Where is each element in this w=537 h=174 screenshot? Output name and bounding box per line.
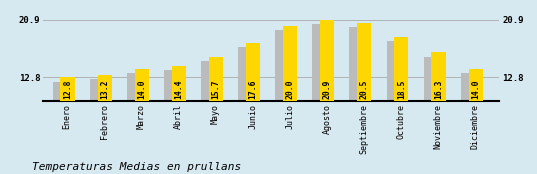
Bar xyxy=(357,23,372,169)
Text: 20.5: 20.5 xyxy=(360,80,369,100)
Bar xyxy=(238,48,252,169)
Bar xyxy=(53,82,67,169)
Bar xyxy=(209,57,223,169)
Text: 14.4: 14.4 xyxy=(175,80,183,100)
Text: 14.0: 14.0 xyxy=(137,80,146,100)
Bar xyxy=(275,30,289,169)
Bar xyxy=(60,77,75,169)
Bar xyxy=(432,53,446,169)
Bar xyxy=(98,75,112,169)
Text: 20.9: 20.9 xyxy=(323,80,332,100)
Text: 17.6: 17.6 xyxy=(249,80,258,100)
Bar xyxy=(164,70,178,169)
Text: 14.0: 14.0 xyxy=(471,80,480,100)
Bar xyxy=(320,20,334,169)
Text: 16.3: 16.3 xyxy=(434,80,443,100)
Bar xyxy=(172,66,186,169)
Bar xyxy=(394,37,409,169)
Text: 20.0: 20.0 xyxy=(286,80,295,100)
Bar xyxy=(461,73,475,169)
Text: 15.7: 15.7 xyxy=(212,80,220,100)
Bar xyxy=(127,73,141,169)
Bar xyxy=(350,27,364,169)
Bar xyxy=(424,57,438,169)
Bar xyxy=(313,24,326,169)
Bar xyxy=(201,61,215,169)
Bar xyxy=(387,41,401,169)
Text: 18.5: 18.5 xyxy=(397,80,406,100)
Text: Temperaturas Medias en prullans: Temperaturas Medias en prullans xyxy=(32,162,242,172)
Text: 12.8: 12.8 xyxy=(63,80,72,100)
Bar xyxy=(469,69,483,169)
Bar xyxy=(135,69,149,169)
Bar xyxy=(90,79,104,169)
Text: 13.2: 13.2 xyxy=(100,80,109,100)
Bar xyxy=(283,26,297,169)
Bar xyxy=(246,43,260,169)
